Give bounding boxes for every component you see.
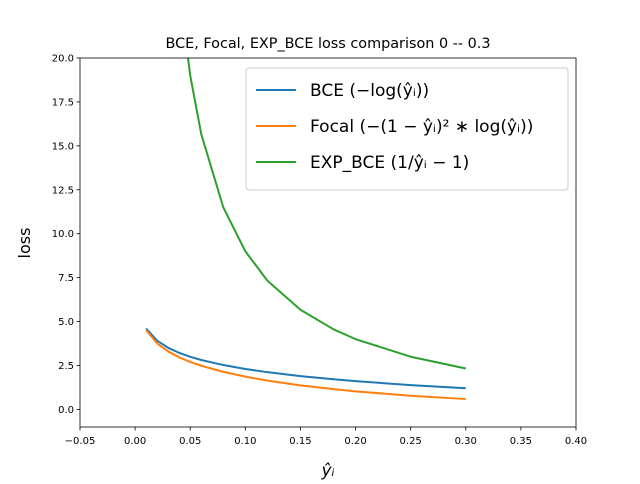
line-series	[145, 329, 466, 401]
chart-title: BCE, Focal, EXP_BCE loss comparison 0 --…	[165, 36, 490, 52]
y-tick-label: 17.5	[52, 97, 74, 108]
x-tick-label: 0.30	[455, 436, 477, 447]
x-tick-label: 0.15	[289, 436, 311, 447]
x-tick-label: −0.05	[65, 436, 96, 447]
x-tick-label: 0.40	[565, 436, 587, 447]
legend-label: Focal (−(1 − ŷᵢ)² ∗ log(ŷᵢ))	[310, 117, 533, 137]
legend-box	[245, 67, 569, 191]
line-series	[187, 58, 466, 370]
x-tick-label: 0.05	[179, 436, 201, 447]
plot-area	[145, 58, 466, 401]
line-series	[145, 327, 466, 390]
x-tick-label: 0.00	[124, 436, 146, 447]
legend-label: EXP_BCE (1/ŷᵢ − 1)	[310, 153, 469, 173]
x-tick-label: 0.35	[510, 436, 532, 447]
x-axis-label: ŷᵢ	[320, 461, 334, 480]
y-tick-label: 7.5	[58, 273, 74, 284]
y-tick-label: 10.0	[52, 229, 74, 240]
axes-frame	[79, 57, 577, 428]
y-tick-label: 20.0	[52, 54, 74, 65]
y-tick-label: 12.5	[52, 185, 74, 196]
x-tick-label: 0.20	[344, 436, 366, 447]
x-tick-label: 0.10	[234, 436, 256, 447]
y-tick-label: 0.0	[58, 405, 74, 416]
legend-label: BCE (−log(ŷᵢ))	[310, 81, 429, 101]
y-axis-label: loss	[15, 228, 34, 259]
y-tick-label: 5.0	[58, 317, 74, 328]
x-tick-label: 0.25	[400, 436, 422, 447]
y-tick-label: 15.0	[52, 141, 74, 152]
y-tick-label: 2.5	[58, 361, 74, 372]
